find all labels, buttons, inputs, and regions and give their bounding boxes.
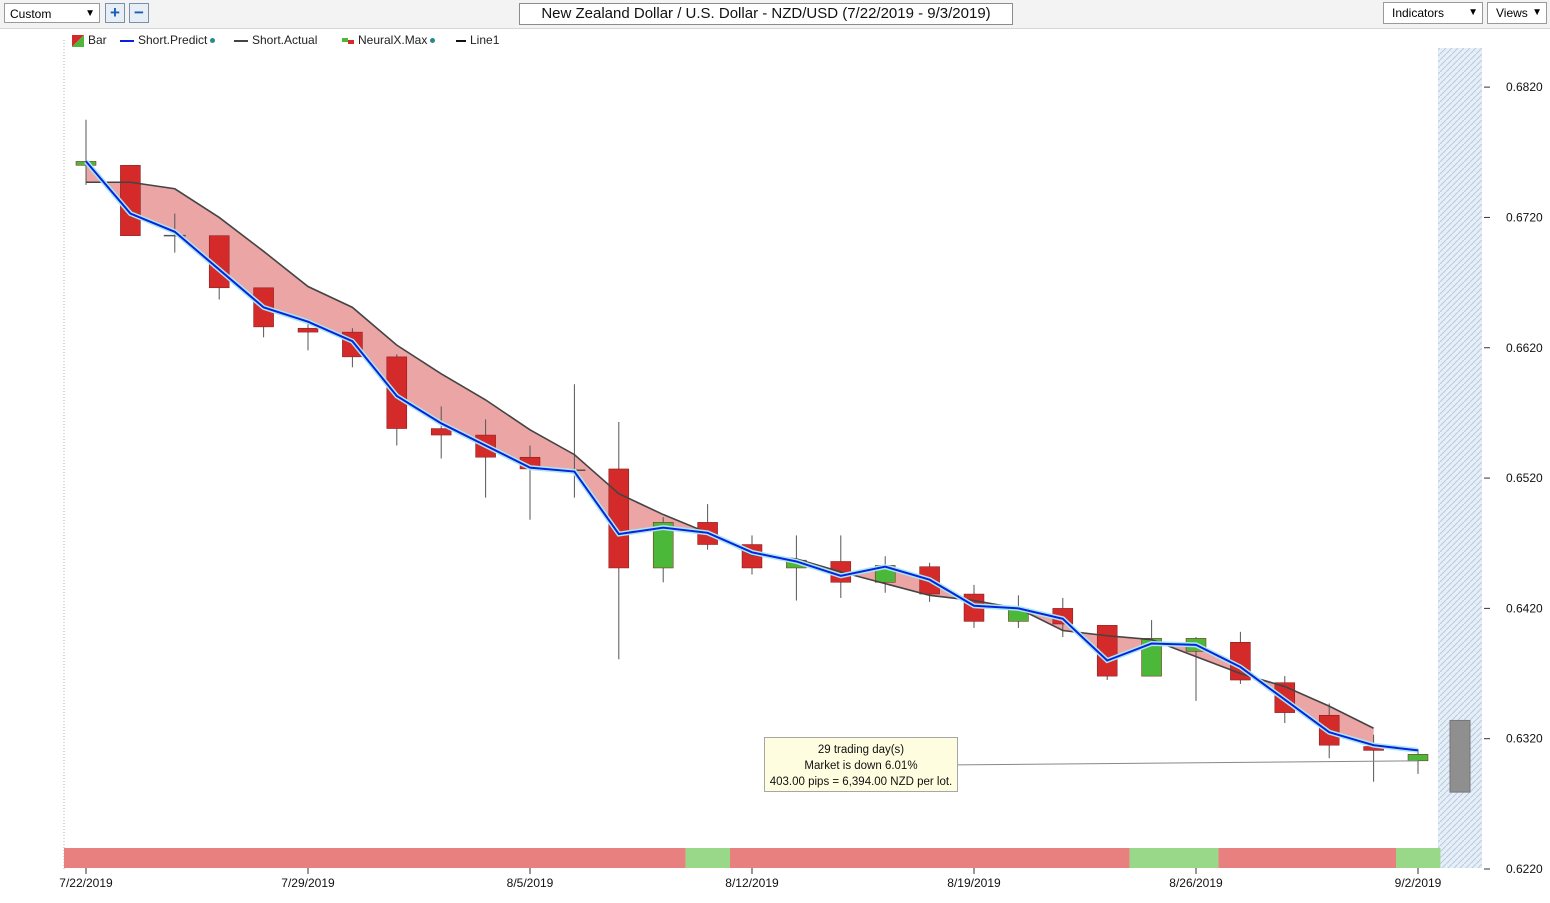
chevron-down-icon: ▼ — [1468, 7, 1478, 18]
neuralx-band-segment — [64, 848, 686, 868]
line1 — [957, 760, 1419, 766]
candle — [786, 535, 807, 601]
neuralx-band-segment — [1129, 848, 1219, 868]
y-tick-label: 0.6820 — [1506, 80, 1543, 94]
x-tick-label: 7/22/2019 — [59, 876, 113, 890]
candle — [697, 504, 718, 550]
x-tick-label: 8/26/2019 — [1169, 876, 1223, 890]
candle-body — [1407, 754, 1429, 762]
legend-neuralx-max-label: NeuralX.Max — [358, 33, 428, 47]
legend-short-actual-label: Short.Actual — [252, 33, 318, 47]
info-tooltip: 29 trading day(s) Market is down 6.01% 4… — [764, 737, 958, 792]
neuralx-swatch-icon — [342, 37, 354, 44]
settings-dot-icon[interactable] — [430, 38, 436, 44]
legend-bar-label: Bar — [88, 33, 107, 47]
line-swatch-icon — [234, 39, 248, 42]
info-line-2: Market is down 6.01% — [804, 760, 918, 772]
legend-line1[interactable]: Line1 — [456, 33, 499, 47]
legend-short-actual[interactable]: Short.Actual — [234, 33, 317, 47]
x-tick-label: 9/2/2019 — [1395, 876, 1442, 890]
candle — [830, 535, 852, 598]
preset-dropdown[interactable]: Custom ▼ — [4, 3, 100, 23]
zoom-in-button[interactable]: + — [105, 3, 125, 23]
info-line-3: 403.00 pips = 6,394.00 NZD per lot. — [769, 776, 953, 788]
neuralx-band-segment — [1396, 848, 1441, 868]
x-tick-label: 7/29/2019 — [281, 876, 335, 890]
legend-short-predict-label: Short.Predict — [138, 33, 208, 47]
candle — [120, 165, 141, 236]
settings-dot-icon[interactable] — [210, 38, 216, 44]
y-tick-label: 0.6520 — [1506, 471, 1543, 485]
chevron-down-icon: ▼ — [1532, 7, 1542, 18]
candle-body — [297, 327, 319, 333]
candle — [1407, 749, 1429, 774]
y-tick-label: 0.6320 — [1506, 732, 1543, 746]
views-dropdown[interactable]: Views ▼ — [1487, 2, 1547, 24]
y-tick-label: 0.6720 — [1506, 210, 1543, 224]
legend-short-predict[interactable]: Short.Predict — [120, 33, 216, 47]
bar-swatch-icon — [72, 34, 84, 47]
forecast-bar — [1449, 719, 1471, 793]
candle — [1096, 625, 1118, 681]
preset-value: Custom — [10, 7, 52, 21]
legend-line1-label: Line1 — [470, 33, 500, 47]
zoom-out-button[interactable]: − — [129, 3, 149, 23]
y-tick-label: 0.6220 — [1506, 862, 1543, 876]
line-swatch-icon — [456, 39, 466, 42]
candle — [874, 556, 896, 593]
chart-title: New Zealand Dollar / U.S. Dollar - NZD/U… — [519, 3, 1013, 25]
neuralx-band-segment — [685, 848, 730, 868]
legend-bar[interactable]: Bar — [72, 33, 107, 47]
candle — [608, 422, 630, 660]
y-tick-label: 0.6420 — [1506, 601, 1543, 615]
chevron-down-icon: ▼ — [85, 8, 95, 19]
prediction-gap-fill — [86, 161, 1374, 746]
short-predict-line — [85, 160, 1419, 752]
x-tick-label: 8/12/2019 — [725, 876, 779, 890]
x-tick-label: 8/19/2019 — [947, 876, 1001, 890]
toolbar: Custom ▼ + − New Zealand Dollar / U.S. D… — [0, 0, 1550, 29]
candle — [253, 287, 274, 338]
line-swatch-icon — [120, 39, 134, 42]
neuralx-band-segment — [1218, 848, 1396, 868]
candle-body — [430, 428, 452, 436]
indicators-label: Indicators — [1392, 6, 1445, 20]
y-tick-label: 0.6620 — [1506, 341, 1543, 355]
indicators-dropdown[interactable]: Indicators ▼ — [1383, 2, 1483, 24]
neuralx-band-segment — [730, 848, 1130, 868]
x-tick-label: 8/5/2019 — [507, 876, 554, 890]
legend-neuralx-max[interactable]: NeuralX.Max — [342, 33, 436, 47]
candle — [430, 406, 452, 459]
candle-body — [608, 468, 630, 569]
info-line-1: 29 trading day(s) — [817, 744, 905, 756]
candle-body — [652, 522, 674, 569]
candle-body — [120, 165, 141, 236]
views-label: Views — [1496, 6, 1528, 20]
